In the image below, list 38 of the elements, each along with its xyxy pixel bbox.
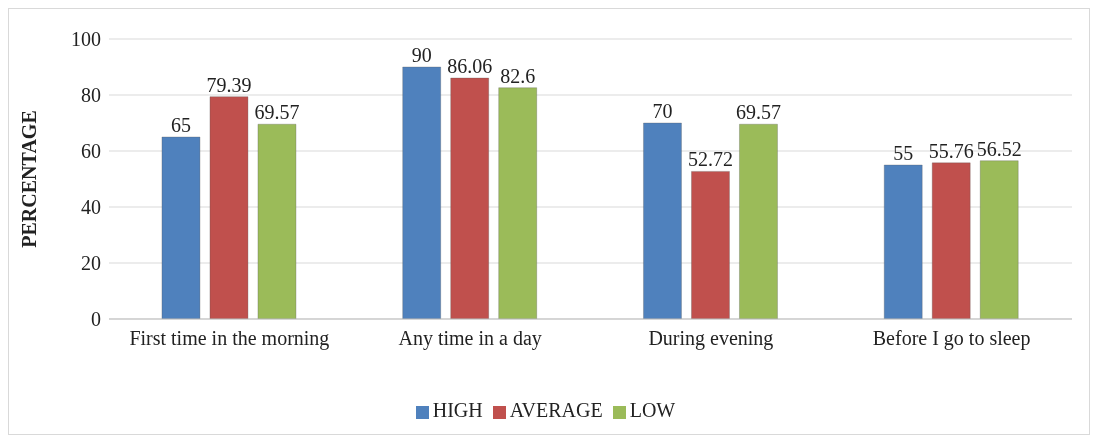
bar: [979, 160, 1019, 319]
bar: [931, 162, 971, 319]
legend-label: AVERAGE: [509, 399, 603, 421]
y-tick-label: 40: [81, 196, 101, 219]
data-label: 69.57: [254, 101, 300, 124]
data-label: 90: [411, 44, 432, 66]
data-label: 69.57: [735, 101, 781, 124]
data-label: 55: [893, 142, 914, 164]
data-label: 56.52: [976, 137, 1022, 160]
bar: [161, 136, 201, 319]
y-tick-label: 100: [71, 28, 101, 51]
data-label: 70: [652, 100, 673, 122]
y-tick-label: 60: [81, 140, 101, 163]
data-label: 86.06: [447, 55, 493, 78]
bar: [209, 96, 249, 319]
y-tick-label: 20: [81, 252, 101, 275]
data-label: 52.72: [687, 148, 733, 171]
x-tick-label: First time in the morning: [129, 327, 330, 351]
x-tick-label: During evening: [648, 327, 774, 351]
x-tick-label: Before I go to sleep: [872, 327, 1031, 351]
data-label: 82.6: [500, 64, 536, 87]
y-tick-label: 0: [91, 308, 101, 331]
data-label: 79.39: [206, 73, 252, 96]
y-tick-label: 80: [81, 84, 101, 107]
legend-label: HIGH: [432, 399, 483, 421]
data-label: 65: [170, 114, 191, 136]
x-tick-label: Any time in a day: [398, 327, 542, 351]
bar: [498, 87, 538, 319]
y-axis-title: PERCENTAGE: [18, 110, 41, 248]
bar: [690, 170, 730, 319]
bar: [257, 123, 297, 319]
legend-label: LOW: [629, 399, 676, 421]
bar: [738, 123, 778, 319]
bar: [883, 164, 923, 319]
bar: [450, 77, 490, 319]
bar: [642, 122, 682, 319]
bar: [402, 66, 442, 319]
data-label: 55.76: [928, 139, 974, 162]
